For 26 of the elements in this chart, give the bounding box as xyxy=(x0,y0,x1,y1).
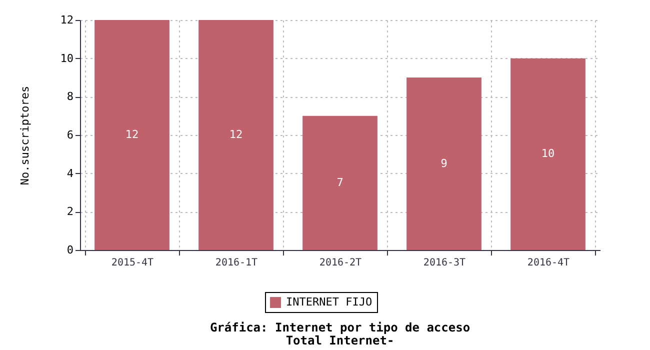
x-tick-label: 2016-1T xyxy=(215,258,258,268)
legend-label: INTERNET FIJO xyxy=(286,296,372,308)
data-label: 9 xyxy=(440,156,448,170)
x-tick-label: 2016-3T xyxy=(423,258,466,268)
data-label: 12 xyxy=(229,128,243,141)
x-tick-label: 2015-4T xyxy=(111,258,154,268)
y-tick-label: 0 xyxy=(66,244,74,256)
bar xyxy=(302,116,378,250)
y-tick-label: 4 xyxy=(66,166,74,180)
bar xyxy=(510,58,586,250)
y-tick-label: 2 xyxy=(66,205,74,218)
y-axis-title: No.suscriptores xyxy=(18,86,32,186)
data-label: 7 xyxy=(336,176,344,189)
bar xyxy=(94,20,170,250)
data-label: 10 xyxy=(541,147,555,160)
y-tick-label: 10 xyxy=(60,52,74,65)
text: Gráfica: Internet por tipo de acceso xyxy=(210,320,470,334)
bar xyxy=(198,20,274,250)
y-tick-label: 8 xyxy=(66,90,74,104)
y-tick-label: 12 xyxy=(60,14,74,26)
y-tick-label: 6 xyxy=(66,128,74,142)
x-tick-label: 2016-2T xyxy=(319,258,362,268)
text: Total Internet- xyxy=(286,334,394,348)
bar xyxy=(406,78,482,250)
data-label: 12 xyxy=(125,128,139,141)
x-tick-label: 2016-4T xyxy=(527,258,570,268)
